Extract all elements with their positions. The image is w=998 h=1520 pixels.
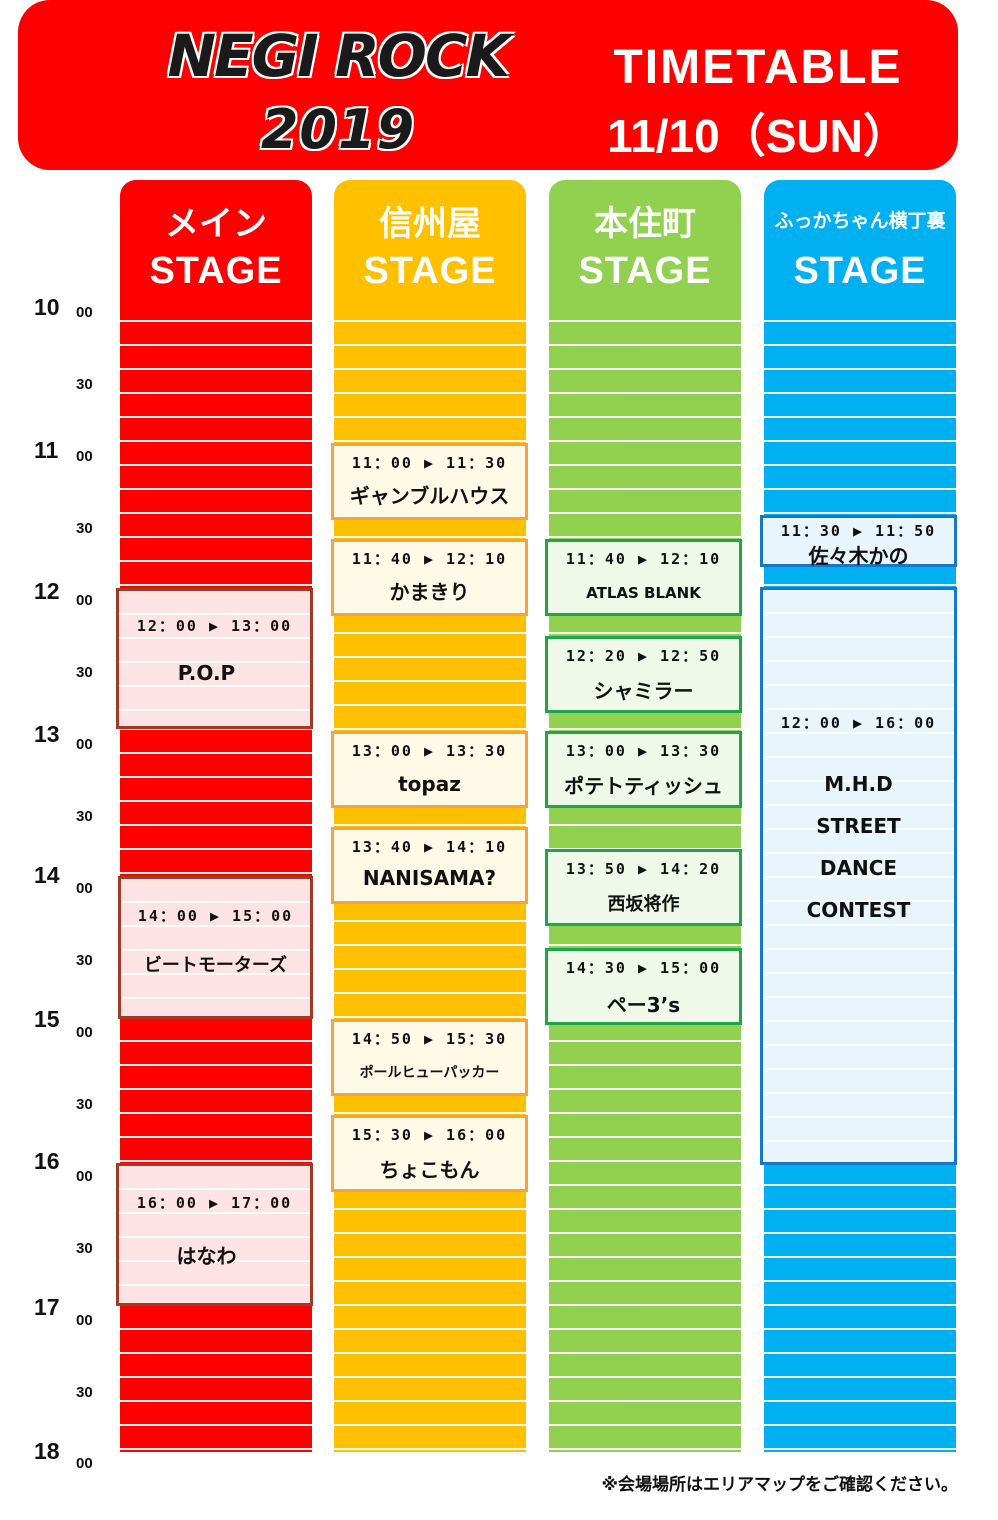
stage-header: 本住町 STAGE (549, 180, 741, 298)
act-name-line: DANCE (819, 856, 898, 880)
act-name: ATLAS BLANK (586, 584, 701, 602)
act-name: ビートモーターズ (143, 955, 288, 976)
stage-column-honjumachi: 本住町 STAGE (549, 180, 741, 1452)
hour-label: 13 (34, 721, 60, 747)
minute-label: 00 (76, 736, 93, 753)
stage-label: STAGE (149, 250, 283, 292)
act-name: ポテトティッシュ (564, 774, 723, 798)
act-block[interactable]: 11：40 ▶ 12：10 ATLAS BLANK (545, 539, 742, 616)
hour-label: 16 (34, 1148, 60, 1174)
timetable-title: TIMETABLE (613, 41, 903, 94)
act-time: 11：00 ▶ 11：30 (351, 454, 508, 472)
act-block[interactable]: 13：00 ▶ 13：30 ポテトティッシュ (545, 731, 742, 808)
stage-name: メイン (165, 204, 267, 244)
venue-note: ※会場場所はエリアマップをご確認ください。 (601, 1475, 958, 1495)
act-time: 13：50 ▶ 14：20 (565, 860, 722, 878)
act-time: 13：40 ▶ 14：10 (351, 838, 508, 856)
act-time: 13：00 ▶ 13：30 (351, 742, 508, 760)
stage-column-shinshuya: 信州屋 STAGE (334, 180, 526, 1452)
act-block[interactable]: 12：00 ▶ 13：00 P.O.P (116, 588, 313, 729)
act-time: 11：40 ▶ 12：10 (351, 550, 508, 568)
stage-label: STAGE (363, 250, 497, 292)
act-block[interactable]: 16：00 ▶ 17：00 はなわ (116, 1163, 313, 1306)
act-name-line: M.H.D (824, 772, 893, 796)
minute-label: 30 (76, 1384, 93, 1401)
act-block[interactable]: 12：20 ▶ 12：50 シャミラー (545, 636, 742, 713)
act-name-line: STREET (816, 814, 901, 838)
minute-label: 30 (76, 520, 93, 537)
act-block[interactable]: 11：30 ▶ 11：50 佐々木かの (760, 515, 957, 568)
act-time: 11：40 ▶ 12：10 (565, 550, 722, 568)
act-block[interactable]: 11：00 ▶ 11：30 ギャンブルハウス (331, 443, 528, 520)
minute-label: 00 (76, 448, 93, 465)
hour-label: 10 (34, 294, 60, 320)
hour-label: 17 (34, 1294, 60, 1320)
event-date: 11/10（SUN） (607, 110, 909, 162)
minute-label: 00 (76, 1455, 93, 1472)
act-name: ポールヒューパッカー (359, 1065, 500, 1081)
minute-label: 30 (76, 952, 93, 969)
hour-label: 11 (34, 437, 59, 463)
act-time: 16：00 ▶ 17：00 (136, 1194, 293, 1212)
act-time: 14：00 ▶ 15：00 (137, 907, 294, 925)
act-name-line: CONTEST (806, 898, 911, 922)
act-name: 西坂将作 (607, 894, 680, 915)
minute-label: 00 (76, 880, 93, 897)
act-block[interactable]: 14：00 ▶ 15：00 ビートモーターズ (118, 876, 313, 1019)
act-block[interactable]: 13：00 ▶ 13：30 topaz (331, 731, 528, 808)
act-name: NANISAMA? (362, 866, 497, 890)
act-name: ちょこもん (379, 1158, 480, 1182)
minute-label: 00 (76, 1312, 93, 1329)
minute-label: 00 (76, 592, 93, 609)
act-name: はなわ (176, 1244, 237, 1268)
act-time: 12：20 ▶ 12：50 (565, 647, 722, 665)
act-block[interactable]: 14：50 ▶ 15：30 ポールヒューパッカー (331, 1019, 528, 1096)
act-time: 14：30 ▶ 15：00 (565, 959, 722, 977)
act-name: 佐々木かの (808, 544, 909, 568)
act-block[interactable]: 15：30 ▶ 16：00 ちょこもん (331, 1115, 528, 1192)
minute-label: 30 (76, 1240, 93, 1257)
act-time: 12：00 ▶ 13：00 (136, 617, 293, 635)
minute-label: 00 (76, 304, 93, 321)
minute-label: 30 (76, 808, 93, 825)
logo-year: 2019 (260, 98, 416, 161)
act-name: topaz (398, 772, 461, 796)
act-block[interactable]: 12：00 ▶ 16：00 M.H.D STREET DANCE CONTEST (760, 587, 957, 1165)
act-block[interactable]: 13：50 ▶ 14：20 西坂将作 (545, 849, 742, 926)
act-time: 12：00 ▶ 16：00 (780, 714, 937, 732)
act-name: P.O.P (177, 661, 236, 685)
act-time: 11：30 ▶ 11：50 (780, 522, 937, 540)
stage-header: 信州屋 STAGE (334, 180, 526, 298)
stage-name: 本住町 (594, 204, 696, 244)
header-banner: NEGI ROCK 2019 TIMETABLE 11/10（SUN） (18, 0, 958, 170)
minute-label: 30 (76, 664, 93, 681)
act-block[interactable]: 11：40 ▶ 12：10 かまきり (331, 539, 528, 616)
act-time: 14：50 ▶ 15：30 (351, 1030, 508, 1048)
act-name: ギャンブルハウス (349, 484, 510, 508)
act-block[interactable]: 13：40 ▶ 14：10 NANISAMA? (331, 827, 528, 904)
hour-label: 12 (34, 578, 60, 604)
minute-label: 30 (76, 376, 93, 393)
stage-label: STAGE (578, 250, 712, 292)
minute-label: 30 (76, 1096, 93, 1113)
stage-name: ふっかちゃん横丁裏 (774, 210, 946, 232)
minute-label: 00 (76, 1024, 93, 1041)
logo-text: NEGI ROCK (167, 22, 510, 90)
act-time: 15：30 ▶ 16：00 (351, 1126, 508, 1144)
hour-label: 15 (34, 1006, 60, 1032)
act-name: ペー3’s (606, 993, 681, 1017)
act-block[interactable]: 14：30 ▶ 15：00 ペー3’s (545, 948, 742, 1025)
stage-label: STAGE (793, 250, 927, 292)
act-time: 13：00 ▶ 13：30 (565, 742, 722, 760)
stage-header: ふっかちゃん横丁裏 STAGE (764, 180, 956, 298)
hour-label: 18 (34, 1438, 60, 1464)
act-name: かまきり (389, 580, 470, 604)
stage-header: メイン STAGE (120, 180, 312, 298)
hour-label: 14 (34, 862, 60, 888)
stage-name: 信州屋 (379, 204, 481, 244)
minute-label: 00 (76, 1168, 93, 1185)
negi-rock-logo: NEGI ROCK 2019 (138, 20, 538, 161)
act-name: シャミラー (593, 679, 694, 703)
